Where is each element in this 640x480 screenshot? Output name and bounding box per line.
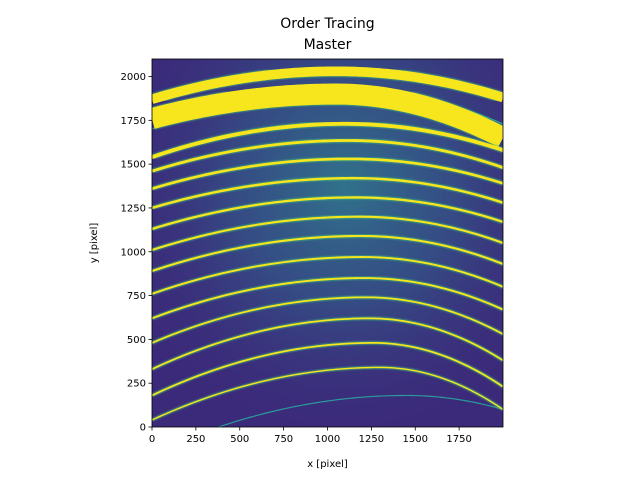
order-3-core (152, 121, 503, 159)
order-5-core (152, 157, 503, 190)
order-6-core (152, 176, 503, 210)
order-5 (152, 156, 503, 191)
x-tick-label-1250: 1250 (359, 434, 384, 445)
order-2 (152, 82, 503, 149)
x-tick-label-500: 500 (230, 434, 249, 445)
y-tick-label-1250: 1250 (121, 203, 146, 214)
order-2-core (152, 83, 503, 148)
y-tick-label-0: 0 (140, 423, 146, 434)
y-axis: 0 250 500 750 1000 1250 1500 1750 2000 (121, 72, 152, 434)
order-10-core (152, 256, 503, 295)
order-15 (152, 365, 503, 422)
order-7-core (152, 196, 503, 231)
echelle-orders (152, 65, 503, 422)
y-tick-label-750: 750 (127, 291, 146, 302)
y-tick-label-250: 250 (127, 379, 146, 390)
order-14 (152, 340, 503, 398)
x-tick-label-1750: 1750 (446, 434, 471, 445)
x-tick-label-750: 750 (274, 434, 293, 445)
chart-title-line2: Master (304, 37, 352, 53)
x-axis-label: x [pixel] (307, 459, 348, 470)
order-12-core (152, 296, 503, 344)
y-tick-label-1000: 1000 (121, 247, 146, 258)
order-4 (152, 137, 503, 174)
y-tick-label-2000: 2000 (121, 72, 146, 83)
order-7 (152, 195, 503, 232)
y-axis-label: y [pixel] (89, 223, 100, 264)
order-11 (152, 275, 503, 321)
order-9 (152, 233, 503, 274)
x-tick-label-1500: 1500 (403, 434, 428, 445)
order-10 (152, 254, 503, 296)
y-tick-label-1750: 1750 (121, 116, 146, 127)
order-1-core (152, 66, 503, 104)
order-14-core (152, 342, 503, 397)
image-area (152, 59, 503, 427)
x-tick-label-250: 250 (186, 434, 205, 445)
order-9-core (152, 234, 503, 273)
faint-bottom (216, 394, 503, 427)
order-4-core (152, 139, 503, 173)
order-13 (152, 316, 503, 371)
order-1 (152, 65, 503, 105)
order-13-core (152, 317, 503, 370)
order-3 (152, 120, 503, 160)
x-tick-label-0: 0 (149, 434, 155, 445)
order-12 (152, 295, 503, 345)
y-tick-label-1500: 1500 (121, 160, 146, 171)
order-6 (152, 175, 503, 211)
chart-title-line1: Order Tracing (280, 16, 374, 32)
x-tick-label-1000: 1000 (315, 434, 340, 445)
y-tick-label-500: 500 (127, 335, 146, 346)
x-axis: 0 250 500 750 1000 1250 1500 1750 (149, 427, 472, 445)
order-8 (152, 214, 503, 253)
order-15-core (152, 366, 503, 421)
order-8-core (152, 215, 503, 252)
order-11-core (152, 277, 503, 320)
